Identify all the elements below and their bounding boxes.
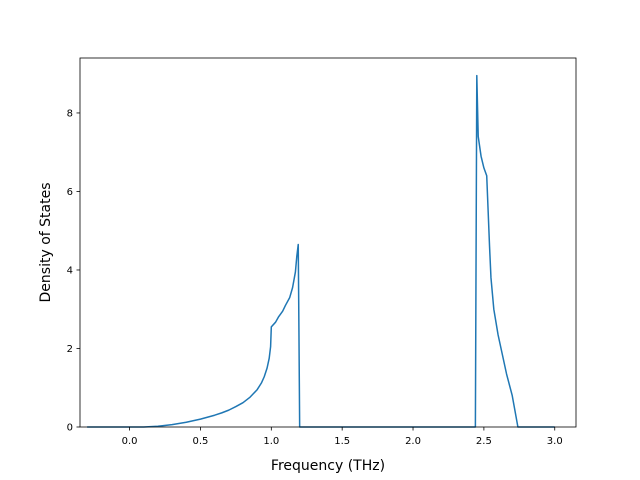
x-tick-label: 0.0 [122, 436, 138, 447]
y-tick-label: 6 [67, 187, 73, 198]
y-tick-label: 2 [67, 344, 73, 355]
x-tick-label: 3.0 [547, 436, 563, 447]
axes: 0.0 0.5 1.0 1.5 2.0 2.5 3.0 0 2 4 6 8 [67, 57, 577, 447]
x-tick-label: 2.5 [476, 436, 492, 447]
series-line-0 [87, 74, 555, 428]
x-tick-label: 1.5 [334, 436, 350, 447]
y-tick-label: 4 [67, 265, 73, 276]
y-axis-title: Density of States [38, 183, 54, 303]
x-tick-label: 1.0 [263, 436, 279, 447]
x-tick-label: 0.5 [193, 436, 209, 447]
plot-area [87, 74, 555, 428]
x-axis-title: Frequency (THz) [271, 458, 385, 474]
y-tick-label: 0 [67, 423, 73, 434]
x-tick-label: 2.0 [405, 436, 421, 447]
axes-frame [79, 57, 577, 428]
y-tick-label: 8 [67, 108, 73, 119]
